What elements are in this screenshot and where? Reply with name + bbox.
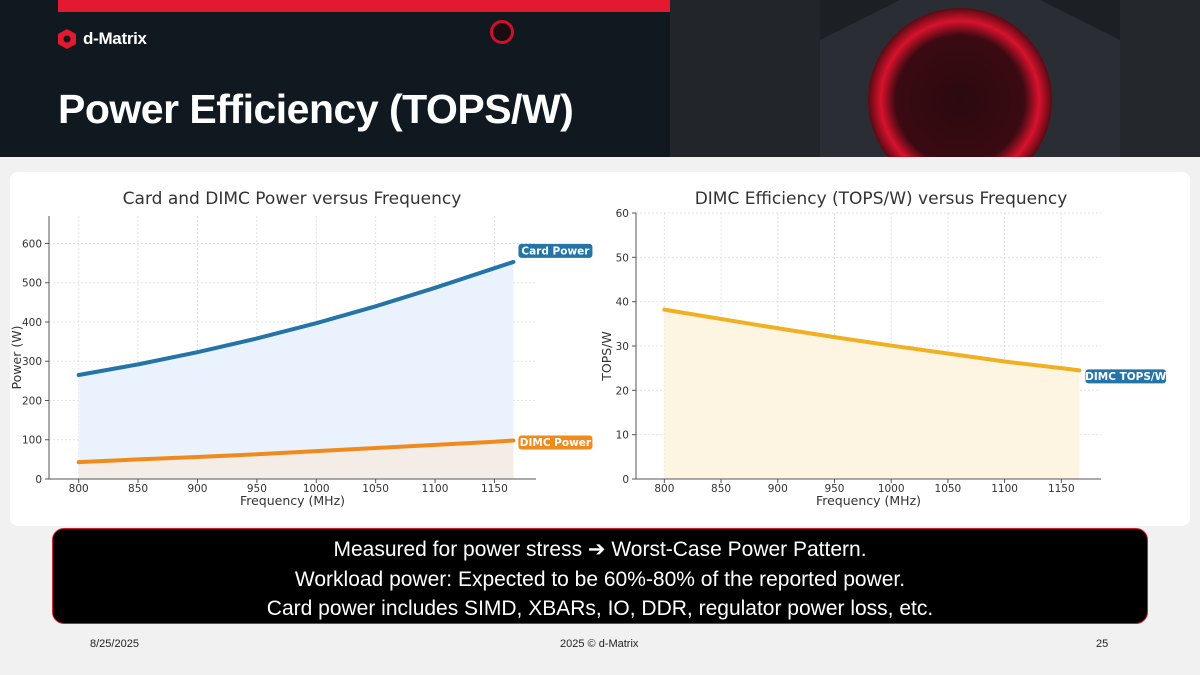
y-tick-label: 0 <box>622 474 629 486</box>
series-line <box>662 307 1082 373</box>
y-tick-label: 0 <box>35 474 42 486</box>
series-label: Card Power <box>518 243 593 258</box>
note-line-2: Workload power: Expected to be 60%-80% o… <box>294 567 906 591</box>
x-axis-label: Frequency (MHz) <box>240 493 345 508</box>
y-tick-label: 40 <box>616 297 629 309</box>
series-label-text: DIMC Power <box>520 437 592 449</box>
y-axis-label: Power (W) <box>9 326 24 390</box>
logo-icon <box>58 29 76 49</box>
y-tick-label: 600 <box>22 238 42 250</box>
y-tick-label: 200 <box>22 395 42 407</box>
y-tick-label: 20 <box>616 385 629 397</box>
x-tick-label: 850 <box>711 483 731 495</box>
decorative-graphic <box>670 0 1200 157</box>
brand-logo: d-Matrix <box>57 28 147 50</box>
y-axis-label: TOPS/W <box>599 331 614 382</box>
series-area <box>78 440 514 479</box>
series-label-box <box>518 243 593 258</box>
x-tick-label: 1100 <box>422 483 449 495</box>
chart-title: Card and DIMC Power versus Frequency <box>123 189 462 209</box>
measurement-note: Measured for power stress ➔ Worst-Case P… <box>52 528 1148 624</box>
x-tick-label: 850 <box>128 483 148 495</box>
x-tick-label: 1150 <box>481 483 508 495</box>
note-line-1: Measured for power stress ➔ Worst-Case P… <box>333 538 867 561</box>
y-tick-label: 500 <box>22 278 42 290</box>
series-label-text: Card Power <box>521 245 590 257</box>
y-tick-label: 300 <box>22 356 42 368</box>
x-axis-label: Frequency (MHz) <box>816 493 921 508</box>
series-label: DIMC Power <box>518 435 593 450</box>
x-tick-label: 1000 <box>878 483 905 495</box>
x-tick-label: 1150 <box>1048 483 1075 495</box>
series-line <box>76 259 516 377</box>
series-label-box <box>518 435 593 450</box>
x-tick-label: 950 <box>247 483 267 495</box>
x-tick-label: 1000 <box>303 483 330 495</box>
footer-page-number: 25 <box>1096 638 1109 650</box>
efficiency-vs-frequency-chart: DIMC Efficiency (TOPS/W) versus Frequenc… <box>598 176 1198 511</box>
x-tick-label: 900 <box>768 483 788 495</box>
note-line-3: Card power includes SIMD, XBARs, IO, DDR… <box>266 597 934 620</box>
x-tick-label: 800 <box>69 483 89 495</box>
series-area <box>78 261 514 479</box>
decorative-ring <box>490 20 514 44</box>
slide-header: d-Matrix Power Efficiency (TOPS/W) <box>0 0 1200 157</box>
x-tick-label: 950 <box>824 483 844 495</box>
y-tick-label: 50 <box>616 252 629 264</box>
footer-date: 8/25/2025 <box>90 638 139 650</box>
y-tick-label: 10 <box>616 430 629 442</box>
series-line <box>76 438 516 465</box>
series-label-box <box>1085 369 1167 384</box>
series-area <box>664 309 1080 479</box>
power-vs-frequency-chart: Card and DIMC Power versus Frequency 800 8… <box>8 176 598 511</box>
x-tick-label: 1050 <box>362 483 389 495</box>
y-tick-label: 400 <box>22 317 42 329</box>
x-tick-label: 1100 <box>991 483 1018 495</box>
y-tick-label: 30 <box>616 341 629 353</box>
logo-wordmark: d-Matrix <box>83 29 147 48</box>
series-label-text: DIMC TOPS/W <box>1085 371 1167 383</box>
page-title: Power Efficiency (TOPS/W) <box>58 86 574 132</box>
y-tick-label: 60 <box>616 208 629 220</box>
x-tick-label: 1050 <box>935 483 962 495</box>
footer-copyright: 2025 © d-Matrix <box>560 638 639 650</box>
chart-title: DIMC Efficiency (TOPS/W) versus Frequenc… <box>695 189 1068 209</box>
x-tick-label: 900 <box>187 483 207 495</box>
series-label: DIMC TOPS/W <box>1085 369 1167 384</box>
x-tick-label: 800 <box>654 483 674 495</box>
y-tick-label: 100 <box>22 435 42 447</box>
